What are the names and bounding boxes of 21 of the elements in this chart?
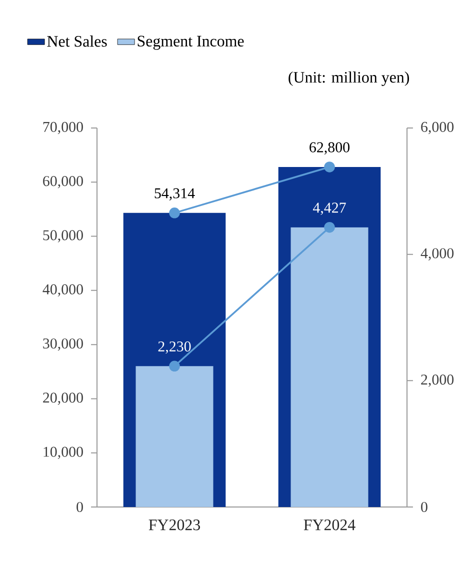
y-tick-label: 20,000 xyxy=(43,392,83,405)
y2-tick-label: 4,000 xyxy=(420,248,454,260)
y2-tick-label: 2,000 xyxy=(421,374,454,387)
text: (Unit: million yen) xyxy=(288,71,409,86)
y-tick-label: 0 xyxy=(76,502,83,512)
data-label: 54,314 xyxy=(154,188,195,200)
data-label: 2,230 xyxy=(158,341,191,354)
y-tick-label: 30,000 xyxy=(43,338,83,351)
data-label: 62,800 xyxy=(310,142,350,154)
y-tick-label: 70,000 xyxy=(43,122,83,134)
legend-label: Segment Income xyxy=(138,36,244,50)
legend-label: Net Sales xyxy=(47,36,107,47)
y-tick-label: 40,000 xyxy=(42,284,83,297)
x-tick-label: FY2024 xyxy=(304,519,356,530)
y-tick-label: 10,000 xyxy=(44,446,83,459)
y-tick-label: 50,000 xyxy=(43,230,83,242)
y-tick-label: 60,000 xyxy=(43,176,83,188)
y2-tick-label: 6,000 xyxy=(421,122,454,134)
data-label: 4,427 xyxy=(312,202,346,215)
x-tick-label: FY2023 xyxy=(148,519,200,530)
y2-tick-label: 0 xyxy=(421,502,428,512)
